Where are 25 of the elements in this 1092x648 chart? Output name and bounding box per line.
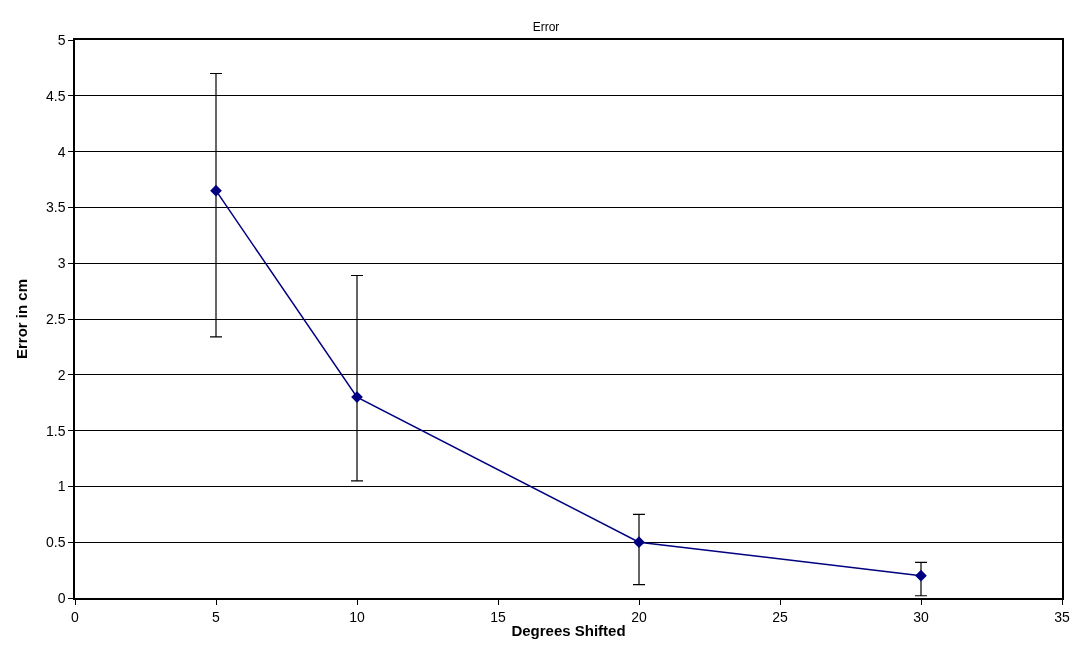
point xyxy=(915,569,927,582)
y-tick-label: 1.5 xyxy=(45,422,66,439)
point xyxy=(633,536,645,549)
y-tick-label: 3.5 xyxy=(45,199,66,216)
point xyxy=(210,184,222,197)
x-tick-label: 15 xyxy=(490,608,506,625)
y-tick-label: 1 xyxy=(57,478,66,495)
y-tick-label: 2 xyxy=(57,366,66,383)
y-tick-label: 4.5 xyxy=(45,87,66,104)
y-tick-label: 0 xyxy=(57,589,66,606)
x-tick-label: 10 xyxy=(349,608,365,625)
x-tick-label: 20 xyxy=(631,608,647,625)
chart-title: Error xyxy=(532,20,560,35)
x-axis-title: Degrees Shifted xyxy=(511,622,626,640)
x-tick-label: 30 xyxy=(913,608,929,625)
x-tick-label: 35 xyxy=(1054,608,1070,625)
y-tick-label: 4 xyxy=(57,143,66,160)
y-axis-title: Error in cm xyxy=(12,278,30,360)
x-tick-label: 25 xyxy=(772,608,788,625)
x-tick-label: 0 xyxy=(71,608,80,625)
x-tick-label: 5 xyxy=(212,608,221,625)
y-tick-label: 2.5 xyxy=(45,310,66,327)
y-tick-label: 3 xyxy=(57,255,66,272)
y-tick-label: 5 xyxy=(57,31,66,48)
y-tick-label: 0.5 xyxy=(45,534,66,551)
